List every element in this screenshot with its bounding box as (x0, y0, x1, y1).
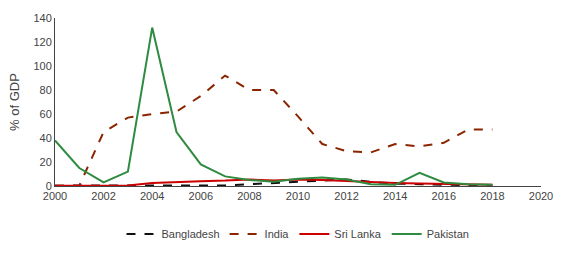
svg-text:% of GDP: % of GDP (7, 73, 22, 131)
svg-text:0: 0 (46, 180, 52, 192)
svg-text:100: 100 (33, 60, 51, 72)
svg-text:2006: 2006 (189, 190, 213, 202)
svg-text:120: 120 (33, 36, 51, 48)
svg-text:2000: 2000 (43, 190, 67, 202)
svg-text:80: 80 (40, 84, 52, 96)
svg-text:India: India (265, 228, 290, 240)
svg-text:140: 140 (33, 12, 51, 24)
svg-text:2004: 2004 (140, 190, 164, 202)
svg-text:2002: 2002 (91, 190, 115, 202)
svg-text:2018: 2018 (480, 190, 504, 202)
svg-text:Pakistan: Pakistan (427, 228, 469, 240)
svg-text:Sri Lanka: Sri Lanka (334, 228, 381, 240)
svg-text:2016: 2016 (432, 190, 456, 202)
svg-text:2020: 2020 (529, 190, 553, 202)
svg-text:2010: 2010 (286, 190, 310, 202)
svg-text:2014: 2014 (383, 190, 407, 202)
svg-text:Bangladesh: Bangladesh (162, 228, 220, 240)
svg-text:2008: 2008 (237, 190, 261, 202)
svg-text:60: 60 (40, 108, 52, 120)
svg-text:40: 40 (40, 132, 52, 144)
svg-text:2012: 2012 (334, 190, 358, 202)
svg-text:20: 20 (40, 156, 52, 168)
